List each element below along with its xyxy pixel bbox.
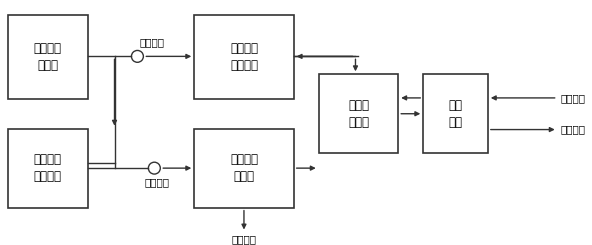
Bar: [194, 15, 294, 99]
Text: 电环形
器阵列: 电环形 器阵列: [348, 99, 369, 129]
Text: 回波信号: 回波信号: [561, 93, 585, 103]
Text: 发送信号
调制模块: 发送信号 调制模块: [34, 153, 62, 183]
Bar: [194, 129, 294, 208]
Bar: [318, 74, 398, 153]
Text: 后端处理: 后端处理: [231, 234, 256, 244]
Bar: [423, 74, 488, 153]
Text: 第一开关: 第一开关: [139, 37, 164, 48]
Bar: [8, 15, 88, 99]
Text: 天线
模块: 天线 模块: [449, 99, 462, 129]
Text: 第二开关: 第二开关: [144, 177, 169, 187]
Text: 多波长光
源模块: 多波长光 源模块: [34, 42, 62, 72]
Text: 光控相控
阵模块: 光控相控 阵模块: [230, 153, 258, 183]
Text: 回波信号
调制模块: 回波信号 调制模块: [230, 42, 258, 72]
Bar: [8, 129, 88, 208]
Text: 发射信号: 发射信号: [561, 124, 585, 135]
